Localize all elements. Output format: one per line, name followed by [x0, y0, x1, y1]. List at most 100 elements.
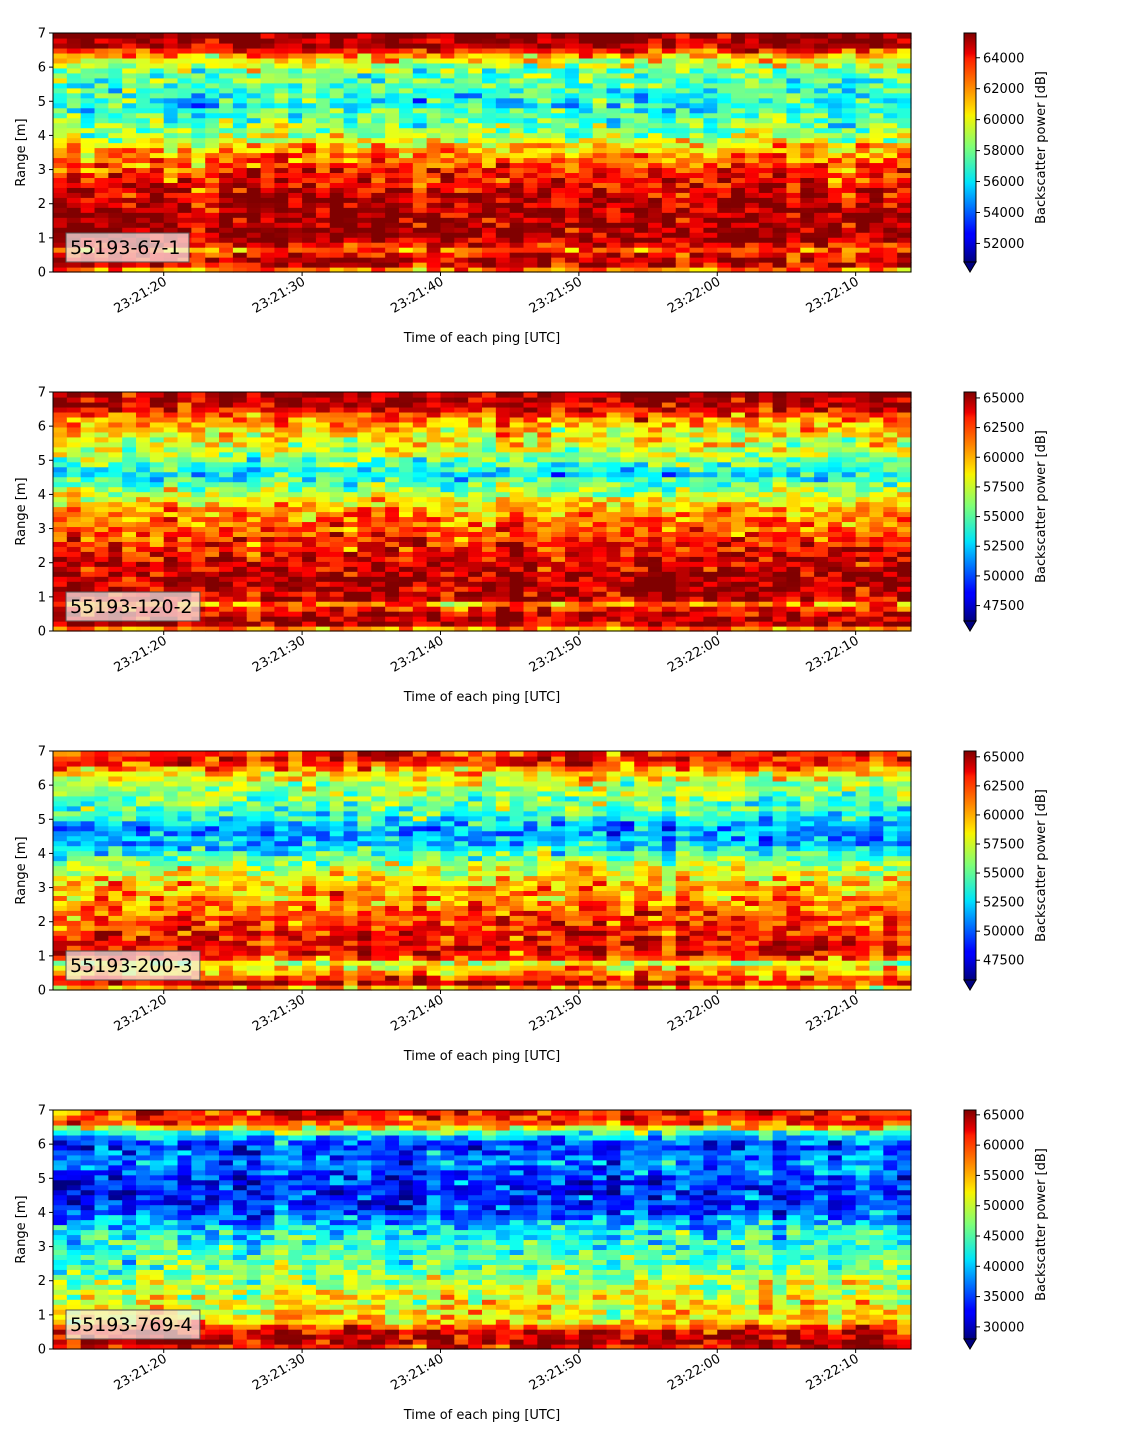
- heatmap-cell: [578, 237, 594, 243]
- heatmap-cell: [897, 107, 912, 114]
- heatmap-cell: [537, 406, 552, 413]
- heatmap-cell: [426, 481, 442, 488]
- heatmap-cell: [509, 591, 525, 597]
- heatmap-cell: [385, 401, 400, 408]
- heatmap-cell: [260, 416, 276, 423]
- heatmap-cell: [343, 227, 359, 233]
- heatmap-cell: [108, 476, 123, 483]
- heatmap-cell: [260, 626, 276, 632]
- heatmap-cell: [94, 556, 109, 562]
- heatmap-cell: [454, 102, 469, 109]
- heatmap-cell: [814, 72, 829, 79]
- heatmap-cell: [509, 107, 525, 114]
- heatmap-cell: [620, 72, 635, 79]
- heatmap-cell: [883, 217, 898, 223]
- heatmap-cell: [855, 132, 871, 139]
- heatmap-cell: [246, 541, 262, 547]
- heatmap-cell: [523, 47, 538, 54]
- heatmap-cell: [149, 506, 165, 513]
- heatmap-cell: [398, 601, 414, 607]
- heatmap-cell: [426, 596, 442, 602]
- heatmap-cell: [343, 122, 359, 129]
- heatmap-cell: [343, 107, 359, 114]
- heatmap-cell: [66, 92, 82, 99]
- heatmap-cell: [468, 586, 483, 592]
- heatmap-cell: [744, 122, 760, 129]
- heatmap-cell: [343, 621, 359, 627]
- heatmap-cell: [578, 421, 594, 428]
- heatmap-cell: [357, 521, 372, 528]
- heatmap-cell: [412, 441, 428, 448]
- heatmap-cell: [744, 72, 760, 79]
- heatmap-cell: [53, 227, 68, 233]
- heatmap-cell: [440, 47, 455, 54]
- heatmap-cell: [606, 436, 621, 443]
- heatmap-cell: [772, 77, 788, 84]
- heatmap-cell: [232, 112, 248, 119]
- heatmap-cell: [53, 212, 68, 218]
- heatmap-cell: [440, 451, 455, 458]
- heatmap-cell: [385, 616, 400, 622]
- heatmap-cell: [551, 581, 566, 587]
- heatmap-cell: [246, 62, 262, 69]
- heatmap-cell: [800, 202, 815, 208]
- heatmap-cell: [800, 57, 815, 64]
- heatmap-cell: [800, 267, 815, 273]
- heatmap-cell: [205, 182, 220, 188]
- heatmap-cell: [772, 72, 788, 79]
- heatmap-cell: [274, 237, 289, 243]
- heatmap-cell: [232, 252, 248, 258]
- heatmap-cell: [440, 227, 455, 233]
- heatmap-cell: [412, 511, 428, 518]
- heatmap-cell: [827, 132, 843, 139]
- heatmap-cell: [717, 67, 732, 74]
- heatmap-cell: [648, 142, 663, 149]
- heatmap-cell: [565, 57, 580, 64]
- heatmap-cell: [219, 556, 234, 562]
- heatmap-cell: [606, 606, 621, 612]
- heatmap-cell: [440, 416, 455, 423]
- heatmap-cell: [80, 576, 96, 582]
- heatmap-cell: [205, 127, 220, 134]
- heatmap-cell: [385, 107, 400, 114]
- heatmap-cell: [246, 237, 262, 243]
- heatmap-cell: [772, 167, 788, 174]
- heatmap-cell: [274, 586, 289, 592]
- heatmap-cell: [537, 611, 552, 617]
- heatmap-cell: [551, 396, 566, 403]
- heatmap-cell: [869, 52, 884, 59]
- heatmap-cell: [385, 491, 400, 498]
- heatmap-cell: [94, 401, 109, 408]
- heatmap-cell: [814, 107, 829, 114]
- heatmap-cell: [454, 616, 469, 622]
- heatmap-cell: [315, 392, 331, 398]
- heatmap-cell: [149, 546, 165, 552]
- heatmap-cell: [398, 227, 414, 233]
- heatmap-cell: [814, 97, 829, 104]
- heatmap-cell: [205, 531, 220, 537]
- heatmap-cell: [689, 72, 705, 79]
- heatmap-cell: [523, 541, 538, 547]
- heatmap-cell: [675, 147, 691, 154]
- heatmap-cell: [814, 172, 829, 178]
- heatmap-cell: [634, 207, 649, 213]
- heatmap-cell: [288, 182, 303, 188]
- heatmap-cell: [108, 122, 123, 129]
- heatmap-cell: [578, 252, 594, 258]
- heatmap-cell: [468, 197, 483, 203]
- heatmap-cell: [53, 616, 68, 622]
- heatmap-cell: [523, 122, 538, 129]
- heatmap-cell: [841, 237, 857, 243]
- heatmap-cell: [661, 72, 677, 79]
- heatmap-cell: [232, 531, 248, 537]
- heatmap-cell: [398, 396, 414, 403]
- heatmap-cell: [606, 202, 621, 208]
- heatmap-cell: [426, 421, 442, 428]
- heatmap-cell: [661, 247, 677, 253]
- heatmap-cell: [412, 546, 428, 552]
- heatmap-cell: [883, 197, 898, 203]
- heatmap-cell: [578, 521, 594, 528]
- heatmap-cell: [855, 92, 871, 99]
- heatmap-cell: [149, 77, 165, 84]
- heatmap-cell: [412, 117, 428, 124]
